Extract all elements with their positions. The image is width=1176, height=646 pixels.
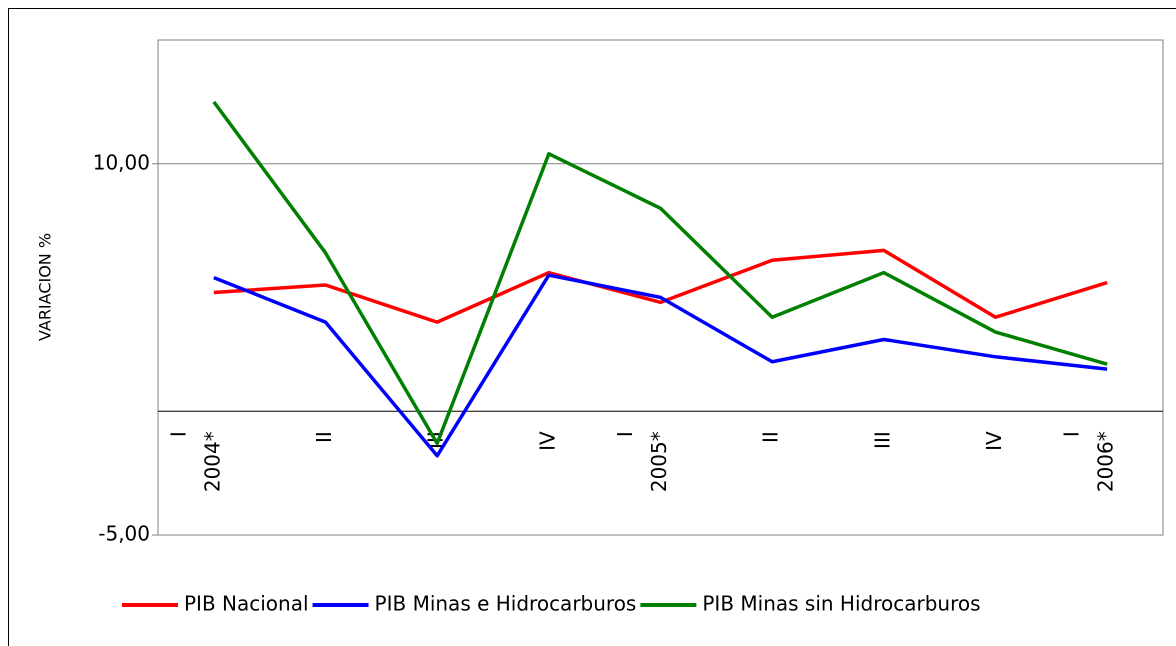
x-tick-label: IV: [535, 431, 559, 451]
x-tick-label: I: [166, 431, 190, 437]
y-tick-label: -5,00: [98, 522, 150, 546]
x-tick-label: I: [613, 431, 637, 437]
plot-area: [157, 39, 1164, 536]
y-tick-label: 10,00: [93, 150, 150, 174]
legend-label: PIB Minas e Hidrocarburos: [375, 592, 637, 616]
series-line: [212, 100, 1108, 446]
x-tick-label: IV: [982, 431, 1006, 451]
series-line: [213, 273, 1108, 458]
x-tick-label: II: [312, 431, 336, 443]
frame: [8, 8, 1176, 646]
x-tick-label: 2006*: [1094, 431, 1118, 492]
legend-label: PIB Nacional: [184, 592, 309, 616]
legend-label: PIB Minas sin Hidrocarburos: [702, 592, 980, 616]
x-tick-label: III: [870, 431, 894, 449]
x-tick-label: II: [759, 431, 783, 443]
series-line: [213, 248, 1108, 324]
x-tick-label: 2005*: [647, 431, 671, 492]
x-tick-label: I: [1060, 431, 1084, 437]
x-tick-label: 2004*: [200, 431, 224, 492]
y-axis-label: VARIACION %: [36, 233, 55, 341]
